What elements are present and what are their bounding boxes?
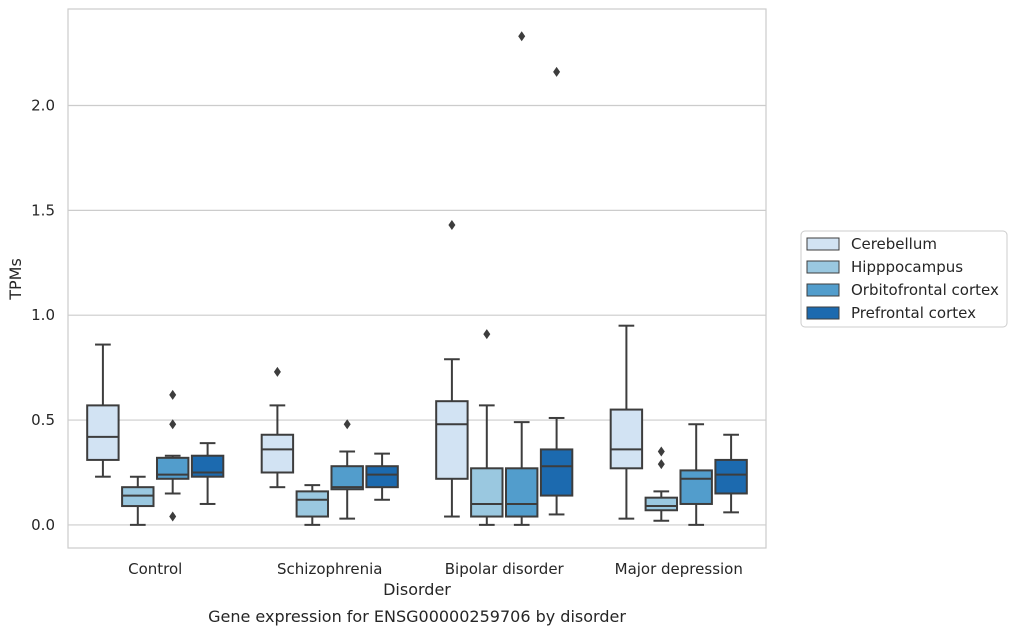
outlier-point (169, 419, 177, 430)
y-tick-label: 0.0 (31, 516, 55, 534)
legend-label: Hipppocampus (851, 258, 963, 276)
outlier-point (448, 220, 456, 231)
legend-label: Prefrontal cortex (851, 304, 976, 322)
series-hipppocampus (121, 329, 679, 526)
y-tick-label: 2.0 (31, 96, 55, 114)
x-tick-label: Schizophrenia (277, 560, 382, 578)
box-iqr (365, 465, 399, 489)
legend-swatch (806, 237, 840, 251)
y-tick-label: 1.5 (31, 201, 55, 219)
legend-frame (800, 230, 1008, 328)
outlier-point (169, 389, 177, 400)
x-tick-labels: Control Schizophrenia Bipolar disorder Majo… (128, 560, 743, 578)
box-iqr (679, 469, 713, 505)
outlier-point (657, 459, 665, 470)
outlier-point (483, 329, 491, 340)
legend-swatch (806, 260, 840, 274)
box-groups (86, 31, 748, 526)
box-iqr (295, 490, 330, 518)
box-iqr (155, 456, 190, 480)
series-orbitofrontal-cortex (155, 31, 713, 526)
box-iqr (330, 465, 364, 491)
x-tick-label: Control (128, 560, 182, 578)
legend-label: Orbitofrontal cortex (851, 281, 999, 299)
box-iqr (190, 454, 225, 478)
box-iqr (539, 448, 574, 497)
grid-lines (68, 104, 766, 526)
box-iqr (435, 400, 469, 480)
y-tick-labels: 0.0 0.5 1.0 1.5 2.0 (31, 96, 55, 533)
legend-label: Cerebellum (851, 235, 937, 253)
y-tick-label: 1.0 (31, 306, 55, 324)
legend-swatch (806, 306, 840, 320)
box-iqr (504, 467, 539, 518)
outlier-point (553, 66, 561, 77)
outlier-point (169, 511, 177, 522)
box-iqr (121, 486, 155, 508)
box-iqr (260, 433, 295, 474)
legend: Cerebellum Hipppocampus Orbitofrontal cort… (800, 230, 1008, 328)
plot-frame (67, 8, 767, 549)
box-iqr (470, 467, 504, 518)
x-tick-label: Bipolar disorder (445, 560, 565, 578)
box-iqr (714, 458, 748, 495)
box-iqr (609, 408, 644, 470)
chart-caption: Gene expression for ENSG00000259706 by d… (208, 607, 626, 626)
outlier-point (343, 419, 351, 430)
x-tick-label: Major depression (615, 560, 743, 578)
box-iqr (644, 496, 679, 512)
series-cerebellum (86, 220, 644, 520)
outlier-point (273, 366, 281, 377)
y-tick-label: 0.5 (31, 411, 55, 429)
y-axis-label: TPMs (6, 258, 25, 301)
series-prefrontal-cortex (190, 66, 748, 516)
outlier-point (657, 446, 665, 457)
box-iqr (86, 404, 120, 461)
outlier-point (518, 31, 526, 42)
legend-swatch (806, 283, 840, 297)
x-axis-label: Disorder (383, 580, 451, 599)
